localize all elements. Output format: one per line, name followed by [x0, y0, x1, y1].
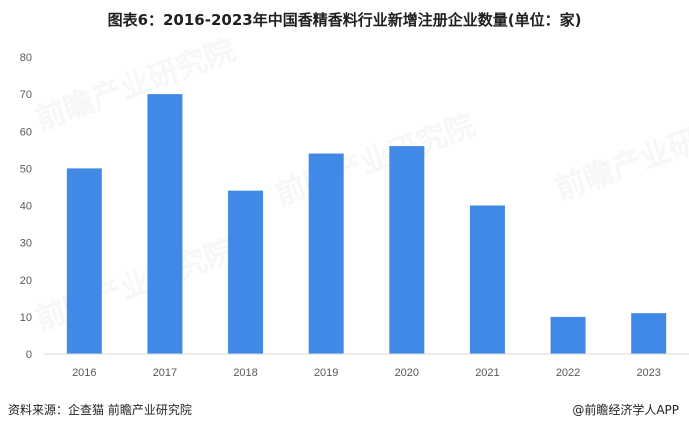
- watermark-logo: 前瞻产业研究院: [551, 103, 689, 208]
- y-tick-label: 50: [20, 163, 32, 175]
- y-tick-label: 40: [20, 201, 32, 213]
- chart-title: 图表6：2016-2023年中国香精香料行业新增注册企业数量(单位：家): [107, 11, 582, 29]
- x-tick-label: 2022: [556, 367, 580, 379]
- bars: [66, 94, 667, 354]
- watermarks: 前瞻产业研究院 前瞻产业研究院 前瞻产业研究院 前瞻产业研究院: [31, 33, 689, 338]
- credit-note: @前瞻经济学人APP: [572, 403, 679, 417]
- bar-2018: [228, 190, 264, 354]
- bar-2019: [308, 153, 344, 354]
- x-axis: 2016 2017 2018 2019 2020 2021 2022 2023: [72, 367, 661, 379]
- bar-2023: [631, 313, 667, 354]
- bar-2016: [66, 168, 102, 354]
- bar-2020: [389, 146, 425, 354]
- watermark-logo: 前瞻产业研究院: [271, 108, 480, 213]
- y-tick-label: 20: [20, 275, 32, 287]
- watermark-logo: 前瞻产业研究院: [31, 33, 240, 138]
- y-tick-label: 80: [20, 52, 32, 64]
- x-tick-label: 2018: [233, 367, 257, 379]
- x-tick-label: 2019: [314, 367, 338, 379]
- y-tick-label: 10: [20, 312, 32, 324]
- x-tick-label: 2021: [475, 367, 499, 379]
- bar-2017: [147, 94, 183, 354]
- y-tick-label: 60: [20, 126, 32, 138]
- source-note: 资料来源：企查猫 前瞻产业研究院: [8, 403, 192, 417]
- y-tick-label: 70: [20, 89, 32, 101]
- x-tick-label: 2017: [153, 367, 177, 379]
- bar-2022: [550, 316, 586, 354]
- y-tick-label: 30: [20, 238, 32, 250]
- x-tick-label: 2023: [636, 367, 660, 379]
- x-tick-label: 2020: [395, 367, 419, 379]
- watermark-logo: 前瞻产业研究院: [31, 233, 240, 338]
- bar-2021: [469, 205, 505, 354]
- y-axis: 0 10 20 30 40 50 60 70 80: [20, 52, 32, 361]
- x-tick-label: 2016: [72, 367, 96, 379]
- y-tick-label: 0: [26, 349, 32, 361]
